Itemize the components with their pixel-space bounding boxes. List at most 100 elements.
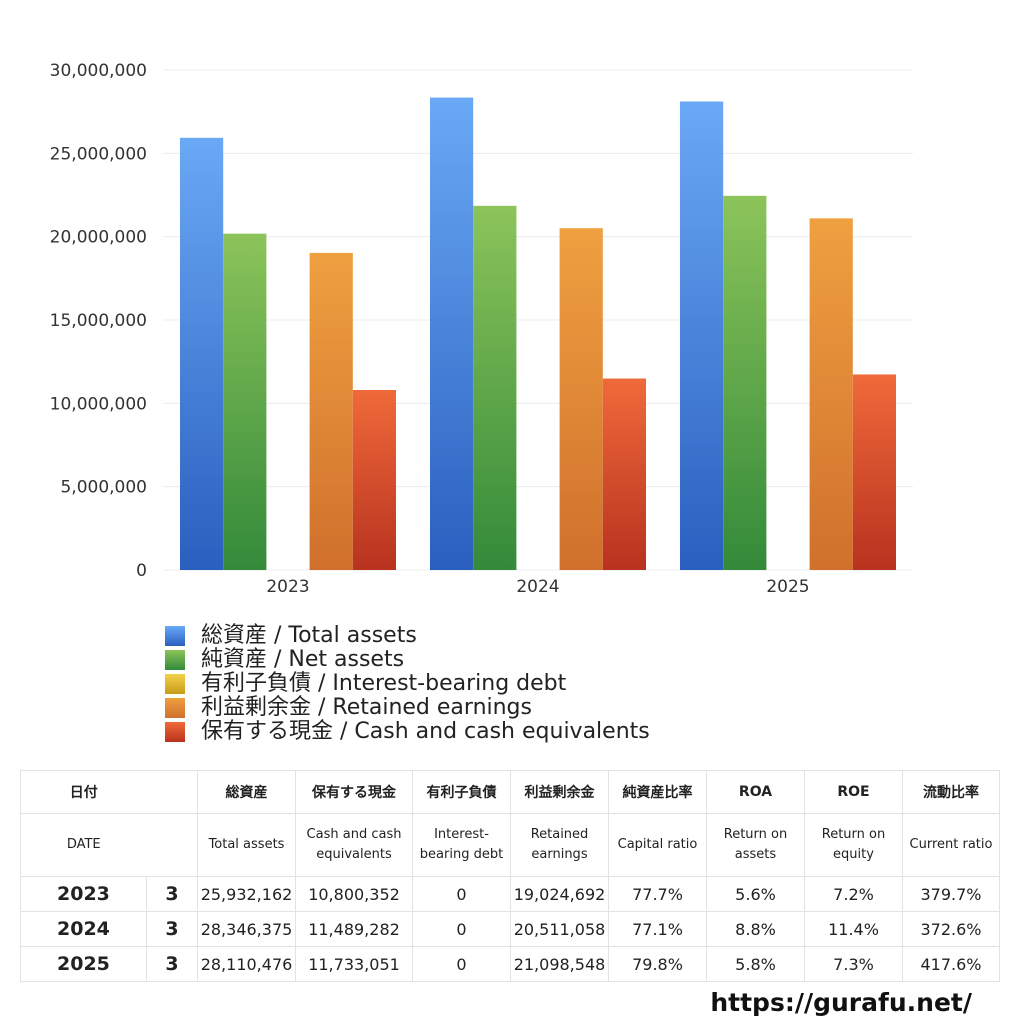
legend-swatch-net-assets xyxy=(165,650,185,670)
bar-2025-series-4 xyxy=(852,374,896,570)
bar-2023-series-4 xyxy=(352,389,396,570)
table-header-jp: 日付 総資産 保有する現金 有利子負債 利益剰余金 純資産比率 ROA ROE … xyxy=(20,770,1000,814)
y-tick-label: 5,000,000 xyxy=(60,478,147,498)
legend-item-cash: 保有する現金 / Cash and cash equivalents xyxy=(165,720,650,744)
cell-year: 2024 xyxy=(20,911,147,947)
th-total-assets-jp: 総資産 xyxy=(197,770,296,814)
y-tick-label: 20,000,000 xyxy=(50,228,147,248)
th-cash-en: Cash and cash equivalents xyxy=(295,813,413,877)
legend-swatch-total-assets xyxy=(165,626,185,646)
th-roa-jp: ROA xyxy=(706,770,805,814)
cell-debt: 0 xyxy=(412,911,511,947)
th-cash-jp: 保有する現金 xyxy=(295,770,413,814)
cell-total-assets: 28,346,375 xyxy=(197,911,296,947)
cell-roa: 8.8% xyxy=(706,911,805,947)
legend-item-interest-bearing-debt: 有利子負債 / Interest-bearing debt xyxy=(165,672,650,696)
th-date-jp: 日付 xyxy=(20,770,147,814)
cell-current-ratio: 372.6% xyxy=(902,911,1000,947)
cell-retained: 19,024,692 xyxy=(510,876,609,912)
th-roe-en: Return on equity xyxy=(804,813,903,877)
bar-2025-series-1 xyxy=(723,195,767,571)
legend-label: 純資産 / Net assets xyxy=(201,647,405,672)
th-debt-jp: 有利子負債 xyxy=(412,770,511,814)
table-row: 2024 3 28,346,375 11,489,282 0 20,511,05… xyxy=(20,911,1000,947)
y-tick-label: 0 xyxy=(136,561,147,581)
cell-roe: 11.4% xyxy=(804,911,903,947)
financial-table: 日付 総資産 保有する現金 有利子負債 利益剰余金 純資産比率 ROA ROE … xyxy=(20,770,1000,982)
cell-current-ratio: 379.7% xyxy=(902,876,1000,912)
th-capital-ratio-en: Capital ratio xyxy=(608,813,707,877)
th-debt-en: Interest-bearing debt xyxy=(412,813,511,877)
bar-2023-series-3 xyxy=(309,252,353,570)
th-roa-en: Return on assets xyxy=(706,813,805,877)
x-axis-ticks: 2023 2024 2025 xyxy=(266,577,809,597)
legend-item-total-assets: 総資産 / Total assets xyxy=(165,624,650,648)
legend-label: 有利子負債 / Interest-bearing debt xyxy=(201,671,567,696)
legend-item-net-assets: 純資産 / Net assets xyxy=(165,648,650,672)
cell-month: 3 xyxy=(146,946,198,982)
cell-capital-ratio: 77.7% xyxy=(608,876,707,912)
th-capital-ratio-jp: 純資産比率 xyxy=(608,770,707,814)
th-current-ratio-jp: 流動比率 xyxy=(902,770,1000,814)
cell-roa: 5.6% xyxy=(706,876,805,912)
cell-roa: 5.8% xyxy=(706,946,805,982)
y-tick-label: 30,000,000 xyxy=(50,61,147,81)
legend-swatch-cash xyxy=(165,722,185,742)
cell-cash: 10,800,352 xyxy=(295,876,413,912)
y-tick-label: 10,000,000 xyxy=(50,394,147,414)
bar-2024-series-1 xyxy=(473,205,517,571)
legend-swatch-retained-earnings xyxy=(165,698,185,718)
th-blank-en xyxy=(146,813,198,877)
cell-total-assets: 28,110,476 xyxy=(197,946,296,982)
legend: 総資産 / Total assets 純資産 / Net assets 有利子負… xyxy=(165,624,650,744)
legend-label: 総資産 / Total assets xyxy=(201,623,417,648)
y-axis-ticks: 0 5,000,000 10,000,000 15,000,000 20,000,000… xyxy=(50,61,147,581)
cell-year: 2023 xyxy=(20,876,147,912)
th-date-en: DATE xyxy=(20,813,147,877)
table-row: 2023 3 25,932,162 10,800,352 0 19,024,69… xyxy=(20,876,1000,912)
cell-cash: 11,733,051 xyxy=(295,946,413,982)
bar-2023-series-0 xyxy=(180,137,224,570)
bars xyxy=(180,97,896,571)
y-tick-label: 15,000,000 xyxy=(50,311,147,331)
cell-cash: 11,489,282 xyxy=(295,911,413,947)
th-roe-jp: ROE xyxy=(804,770,903,814)
legend-item-retained-earnings: 利益剰余金 / Retained earnings xyxy=(165,696,650,720)
cell-capital-ratio: 77.1% xyxy=(608,911,707,947)
cell-debt: 0 xyxy=(412,876,511,912)
cell-retained: 21,098,548 xyxy=(510,946,609,982)
bar-2024-series-3 xyxy=(559,228,603,570)
site-url-watermark: https://gurafu.net/ xyxy=(710,988,972,1017)
x-tick-label: 2025 xyxy=(766,577,809,597)
cell-month: 3 xyxy=(146,911,198,947)
th-current-ratio-en: Current ratio xyxy=(902,813,1000,877)
cell-year: 2025 xyxy=(20,946,147,982)
bar-2024-series-0 xyxy=(430,97,474,570)
th-retained-en: Retained earnings xyxy=(510,813,609,877)
bar-2023-series-1 xyxy=(223,233,267,570)
cell-total-assets: 25,932,162 xyxy=(197,876,296,912)
grid-lines xyxy=(163,69,913,571)
cell-roe: 7.3% xyxy=(804,946,903,982)
table-header-en: DATE Total assets Cash and cash equivale… xyxy=(20,813,1000,877)
y-tick-label: 25,000,000 xyxy=(50,144,147,164)
bar-2024-series-4 xyxy=(602,378,646,570)
cell-current-ratio: 417.6% xyxy=(902,946,1000,982)
bar-2025-series-3 xyxy=(809,218,853,570)
bar-chart: 0 5,000,000 10,000,000 15,000,000 20,000,000… xyxy=(50,61,913,597)
x-tick-label: 2024 xyxy=(516,577,559,597)
th-blank-jp xyxy=(146,770,198,814)
legend-label: 保有する現金 / Cash and cash equivalents xyxy=(201,719,650,744)
cell-capital-ratio: 79.8% xyxy=(608,946,707,982)
legend-label: 利益剰余金 / Retained earnings xyxy=(201,695,532,720)
cell-retained: 20,511,058 xyxy=(510,911,609,947)
th-retained-jp: 利益剰余金 xyxy=(510,770,609,814)
bar-2025-series-0 xyxy=(680,101,724,570)
legend-swatch-interest-bearing-debt xyxy=(165,674,185,694)
cell-debt: 0 xyxy=(412,946,511,982)
th-total-assets-en: Total assets xyxy=(197,813,296,877)
cell-month: 3 xyxy=(146,876,198,912)
x-tick-label: 2023 xyxy=(266,577,309,597)
cell-roe: 7.2% xyxy=(804,876,903,912)
table-row: 2025 3 28,110,476 11,733,051 0 21,098,54… xyxy=(20,946,1000,982)
